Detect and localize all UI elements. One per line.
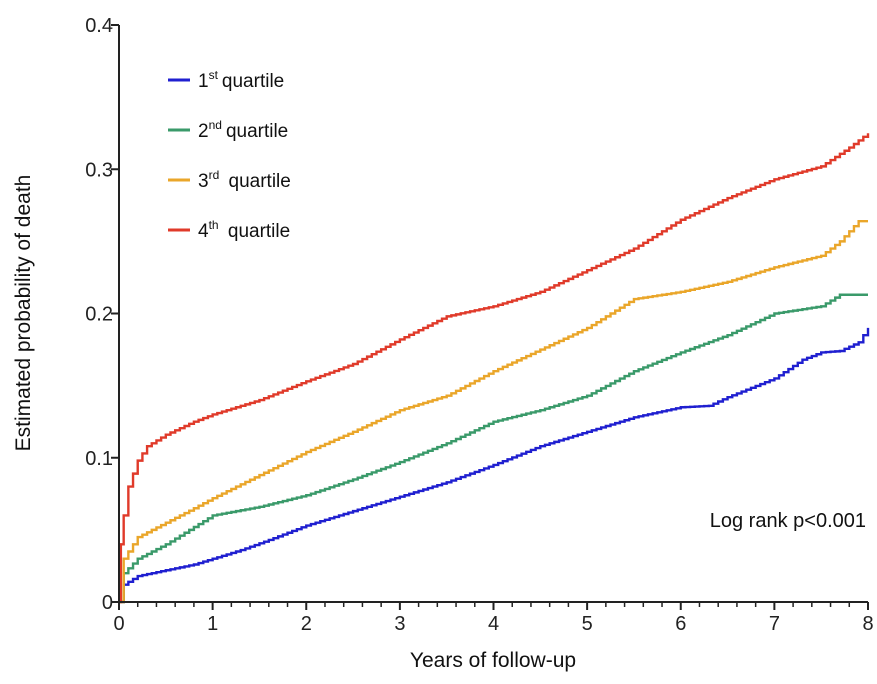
y-tick-label: 0.3 [85, 159, 113, 181]
legend-label: 4th quartile [198, 218, 290, 242]
y-tick-label: 0 [102, 592, 113, 614]
legend: 1st quartile 2nd quartile 3rd quartile 4th qu… [168, 68, 291, 242]
legend-label: 2nd quartile [198, 118, 288, 142]
y-tick-label: 0.4 [85, 15, 113, 37]
y-axis-title: Estimated probability of death [12, 175, 35, 452]
log-rank-annotation: Log rank p<0.001 [710, 510, 866, 532]
legend-label: 1st quartile [198, 68, 284, 92]
y-tick-label: 0.2 [85, 304, 113, 326]
x-tick-label: 5 [582, 613, 593, 635]
ticks-layer: 0 1 2 3 4 5 6 7 8 0 0.1 0.2 0.3 0.4 [85, 15, 873, 635]
series-line-2 [119, 293, 868, 604]
x-tick-label: 7 [769, 613, 780, 635]
legend-label: 3rd quartile [198, 168, 291, 192]
x-tick-label: 3 [394, 613, 405, 635]
x-tick-label: 8 [862, 613, 873, 635]
x-tick-label: 0 [113, 613, 124, 635]
series-line-4 [119, 133, 870, 604]
x-tick-label: 2 [301, 613, 312, 635]
y-tick-label: 0.1 [85, 448, 113, 470]
series-line-3 [119, 219, 868, 604]
x-tick-label: 6 [675, 613, 686, 635]
x-tick-label: 4 [488, 613, 499, 635]
series-layer [119, 133, 870, 604]
series-line-1 [119, 327, 870, 604]
x-tick-label: 1 [207, 613, 218, 635]
x-axis-title: Years of follow-up [410, 649, 576, 672]
